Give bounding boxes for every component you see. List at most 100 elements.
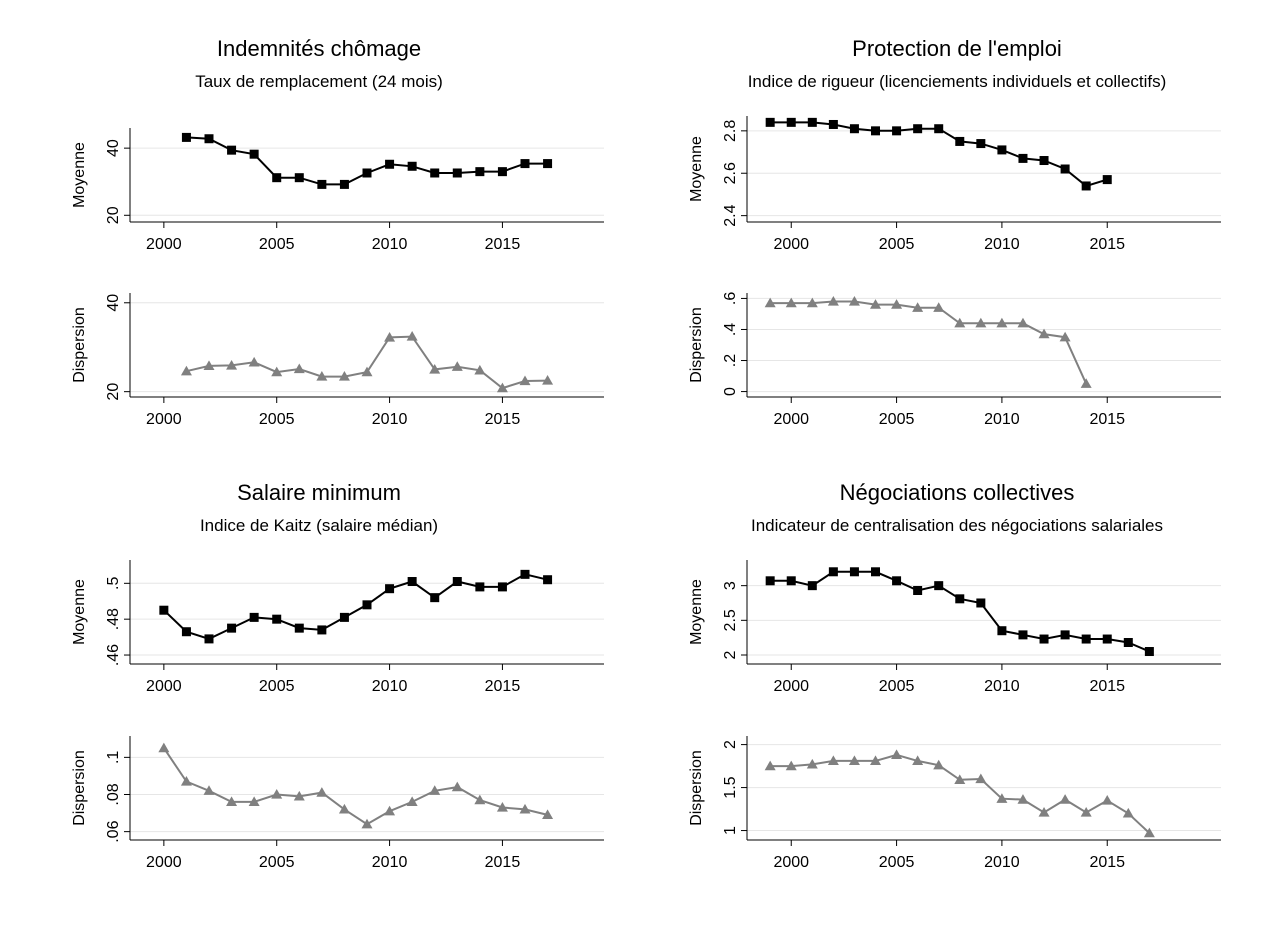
x-tick-label: 2015 [1089,678,1125,695]
data-point [520,569,530,579]
data-point [452,168,462,178]
data-point [293,790,305,801]
data-point [385,584,395,594]
data-point [892,126,902,136]
data-point [204,634,214,644]
data-point [406,796,418,807]
data-point [543,575,553,585]
x-tick-label: 2015 [1089,236,1125,253]
y-axis-label: Dispersion [71,307,88,383]
data-point [997,145,1007,155]
data-point [226,796,238,807]
x-tick-label: 2015 [485,236,521,253]
data-point [807,581,817,591]
data-point [474,794,486,805]
panel-indemnites-chomage: Indemnités chômage Taux de remplacement … [0,0,638,464]
data-point [913,586,923,596]
panel-title: Indemnités chômage [216,36,422,61]
data-point [338,803,350,814]
data-point [475,582,485,592]
x-tick-label: 2005 [259,236,295,253]
y-tick-label: 2.6 [722,162,739,184]
y-tick-label: .46 [105,644,122,666]
data-point [497,167,507,177]
data-point [765,117,775,127]
x-tick-label: 2005 [879,236,915,253]
data-point [996,317,1008,328]
x-tick-label: 2000 [773,411,809,428]
y-tick-label: .08 [105,783,122,805]
y-tick-label: 1.5 [722,776,739,798]
x-tick-label: 2005 [879,411,915,428]
y-tick-label: .2 [722,354,739,367]
data-point [891,299,903,309]
data-point [496,802,508,812]
data-point [912,302,924,312]
x-tick-label: 2010 [984,678,1020,695]
data-point [848,755,860,766]
y-axis-label: Dispersion [71,750,88,826]
data-point [933,302,945,312]
x-tick-label: 2010 [984,236,1020,253]
data-point [934,581,944,591]
data-point [955,136,965,146]
data-point [1144,647,1154,657]
x-tick-label: 2010 [372,411,408,428]
data-point [272,614,282,624]
data-point [384,331,396,342]
data-point [871,567,881,577]
data-point [786,576,796,586]
data-point [362,168,372,178]
data-point [1123,638,1133,648]
y-axis-label: Moyenne [688,579,705,645]
data-point [849,567,859,577]
data-point [542,375,554,385]
data-point [361,818,373,829]
data-point [204,134,214,144]
data-point [955,594,965,604]
data-point [385,159,395,169]
data-point [497,582,507,592]
data-point [786,117,796,127]
data-point [384,805,396,816]
data-point [997,626,1007,636]
data-point [764,297,776,308]
data-point [203,785,215,795]
x-tick-label: 2015 [485,854,521,871]
data-point [849,124,859,134]
data-point [976,598,986,608]
data-point [1017,317,1029,328]
data-point [807,117,817,127]
data-point [339,179,349,189]
data-point [1038,328,1050,339]
x-tick-label: 2000 [773,236,809,253]
y-axis-label: Moyenne [688,136,705,202]
data-point [474,364,486,375]
data-point [496,382,508,393]
data-point [828,567,838,577]
data-point [159,605,169,615]
x-tick-label: 2000 [146,854,182,871]
data-point [294,623,304,633]
data-point [892,576,902,586]
panel-subtitle: Indicateur de centralisation des négocia… [750,516,1164,535]
data-point [542,809,554,820]
data-point [1039,156,1049,166]
data-point [1081,181,1091,191]
data-point [1122,807,1134,818]
y-tick-label: 2.4 [722,204,739,226]
data-point [181,132,191,142]
y-tick-label: .5 [105,577,122,590]
data-point [317,625,327,635]
data-point [1060,164,1070,174]
x-tick-label: 2005 [879,678,915,695]
data-point [519,803,531,814]
data-point [848,296,860,306]
y-tick-label: 40 [105,139,122,157]
data-point [249,612,259,622]
data-point [451,361,463,371]
data-point [954,317,966,328]
